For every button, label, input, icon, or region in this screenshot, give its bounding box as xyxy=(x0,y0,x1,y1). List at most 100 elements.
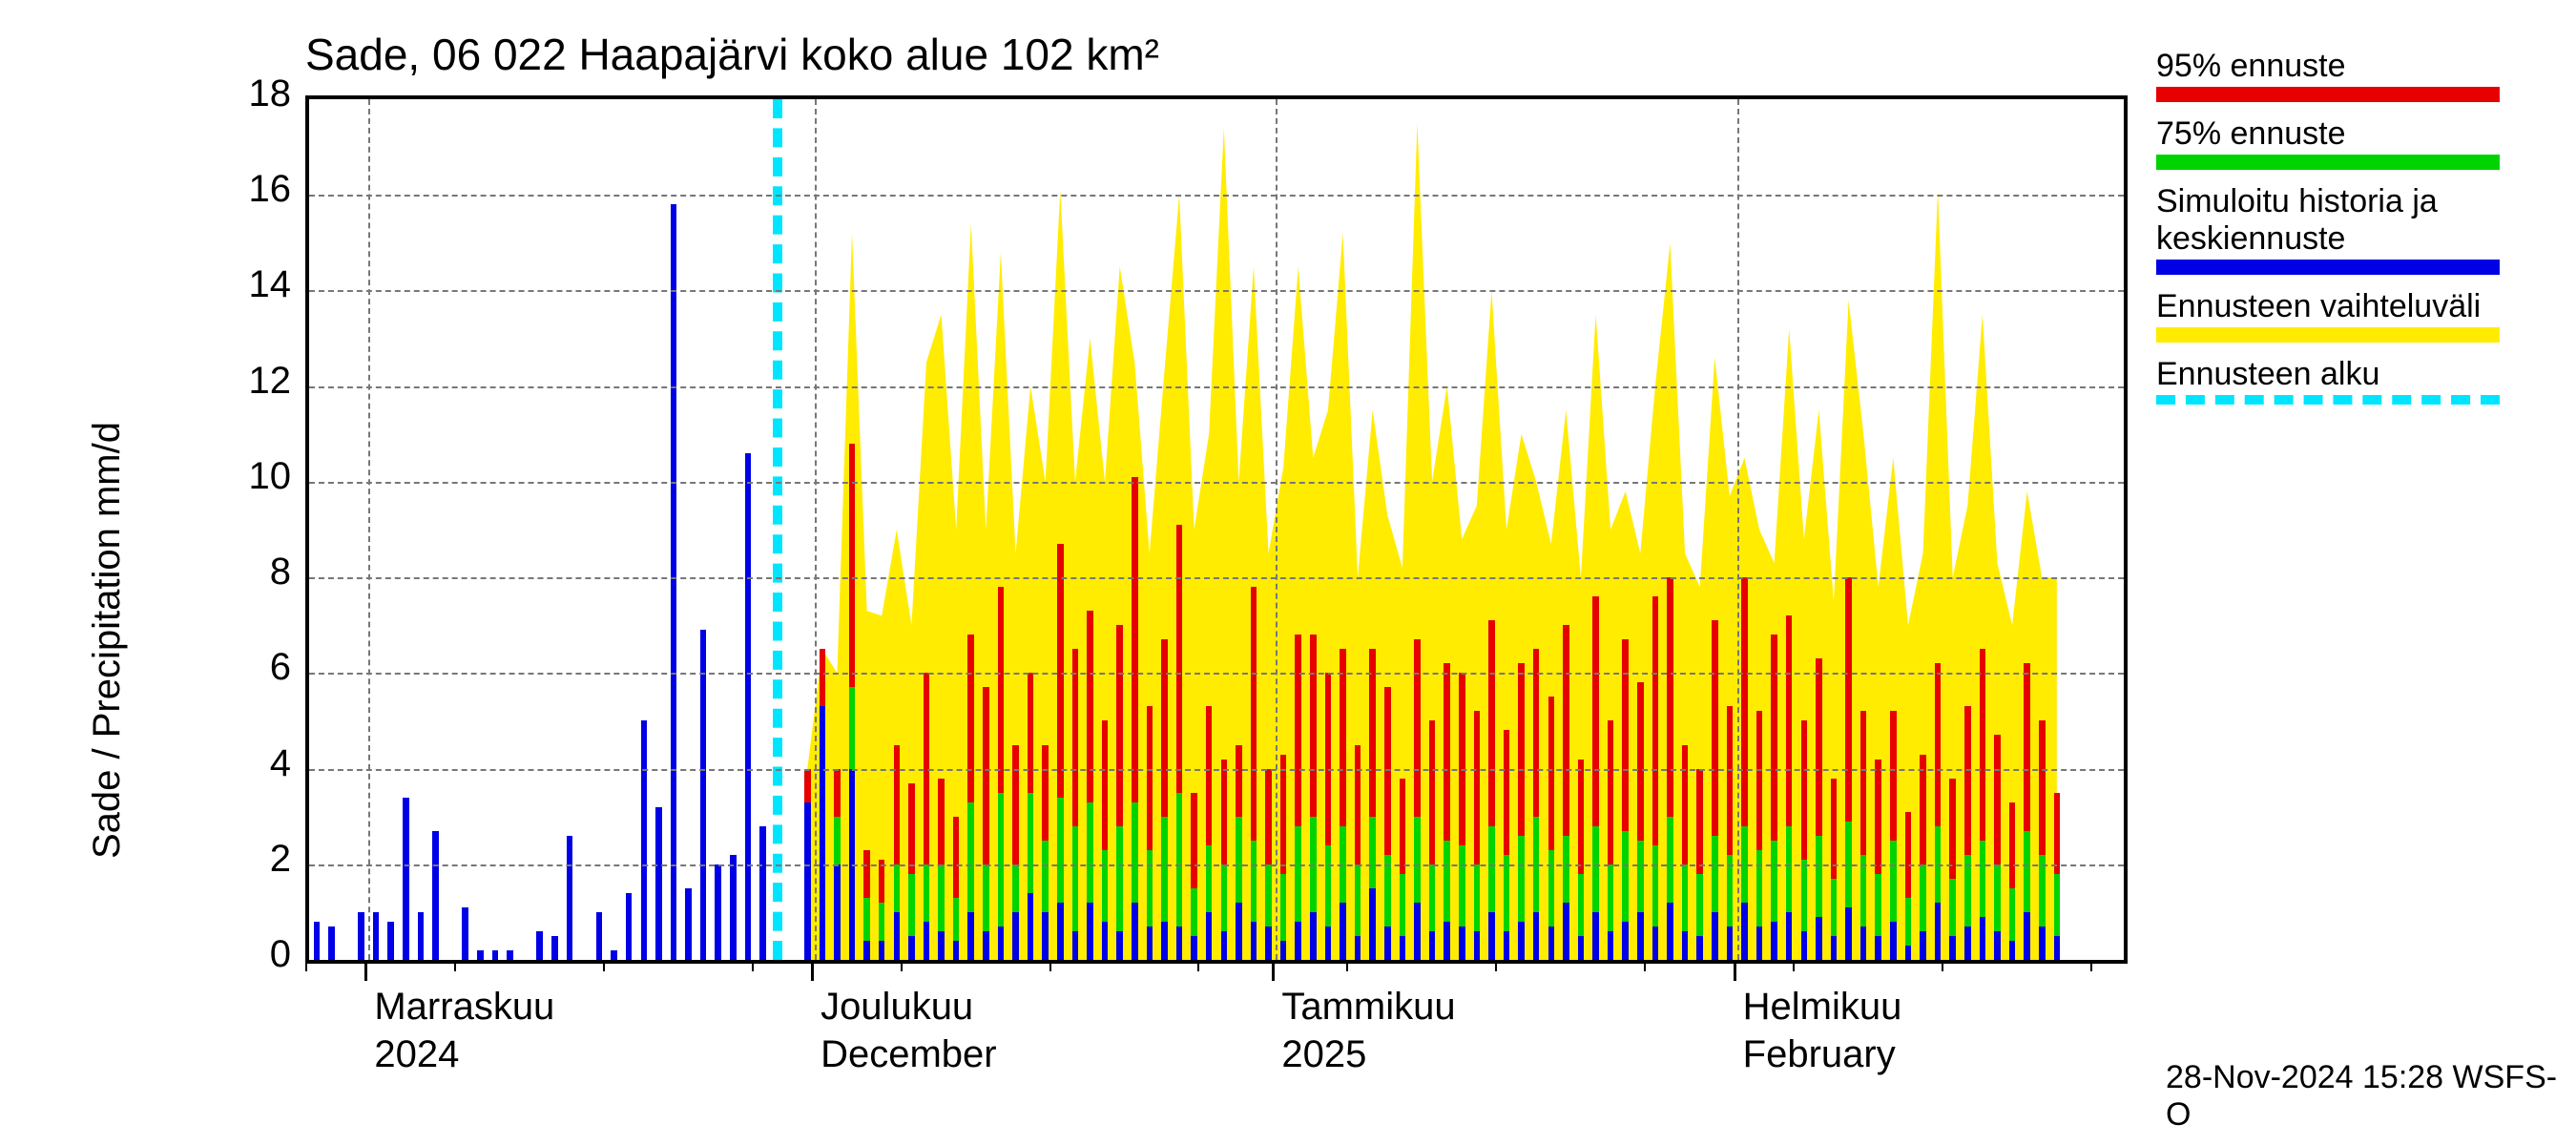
legend-swatch xyxy=(2156,260,2500,275)
bar-day xyxy=(2054,99,2061,960)
bar-segment xyxy=(1221,931,1228,960)
xtick-minor xyxy=(1346,960,1348,971)
xtick-minor xyxy=(752,960,754,971)
legend-item: 75% ennuste xyxy=(2156,115,2557,170)
bar-segment xyxy=(655,807,662,960)
bar-day xyxy=(1042,99,1049,960)
bar-segment xyxy=(1771,922,1777,960)
bar-day xyxy=(1905,99,1912,960)
bar-day xyxy=(685,99,692,960)
bar-segment xyxy=(2054,793,2061,874)
bar-day xyxy=(373,99,380,960)
bar-day xyxy=(1533,99,1540,960)
bar-segment xyxy=(1771,841,1777,922)
bar-segment xyxy=(924,922,930,960)
bar-segment xyxy=(1622,922,1629,960)
bar-segment xyxy=(1488,620,1495,825)
bar-day xyxy=(1325,99,1332,960)
bar-segment xyxy=(1459,926,1465,960)
legend-swatch xyxy=(2156,395,2500,405)
bar-segment xyxy=(1504,730,1510,854)
bar-day xyxy=(1444,99,1450,960)
bar-day xyxy=(1355,99,1361,960)
bar-day xyxy=(1608,99,1614,960)
bar-day xyxy=(314,99,321,960)
bar-segment xyxy=(611,950,617,960)
bar-day xyxy=(462,99,468,960)
bar-segment xyxy=(1786,826,1793,912)
bar-day xyxy=(1028,99,1034,960)
bar-segment xyxy=(1265,864,1272,926)
gridline-h xyxy=(309,195,2124,197)
bar-segment xyxy=(998,926,1005,960)
bar-segment xyxy=(1682,864,1689,931)
bar-day xyxy=(1563,99,1569,960)
bar-day xyxy=(1340,99,1346,960)
bar-segment xyxy=(1280,941,1287,960)
bar-segment xyxy=(1756,926,1763,960)
bar-day xyxy=(953,99,960,960)
bar-segment xyxy=(894,864,901,912)
month-line2: 2025 xyxy=(1281,1033,1366,1075)
bar-segment xyxy=(1786,615,1793,825)
gridline-v xyxy=(815,99,817,960)
bar-segment xyxy=(1116,931,1123,960)
bar-segment xyxy=(1696,874,1703,936)
bar-segment xyxy=(1369,888,1376,960)
bar-segment xyxy=(1325,673,1332,844)
bar-day xyxy=(863,99,870,960)
bar-day xyxy=(1756,99,1763,960)
bar-segment xyxy=(1161,922,1168,960)
bar-segment xyxy=(1310,912,1317,960)
bar-segment xyxy=(967,635,974,802)
bar-segment xyxy=(908,936,915,960)
bar-day xyxy=(626,99,633,960)
bar-segment xyxy=(1236,903,1242,960)
bar-segment xyxy=(1964,926,1971,960)
bar-segment xyxy=(1667,817,1673,903)
bar-day xyxy=(596,99,603,960)
bar-day xyxy=(1310,99,1317,960)
bar-segment xyxy=(1860,926,1867,960)
bar-segment xyxy=(1504,931,1510,960)
bar-segment xyxy=(804,802,811,960)
bar-segment xyxy=(387,922,394,960)
bar-day xyxy=(1920,99,1926,960)
bar-day xyxy=(358,99,364,960)
bar-day xyxy=(1474,99,1481,960)
bar-day xyxy=(1712,99,1718,960)
x-axis-month-label: Marraskuu2024 xyxy=(374,983,554,1078)
xtick-minor xyxy=(1197,960,1199,971)
bar-segment xyxy=(1801,720,1808,859)
bar-segment xyxy=(1251,587,1257,841)
bar-day xyxy=(1682,99,1689,960)
bar-day xyxy=(1518,99,1525,960)
bar-segment xyxy=(1176,525,1183,793)
bar-day xyxy=(403,99,409,960)
bar-day xyxy=(1637,99,1644,960)
bar-segment xyxy=(1905,812,1912,898)
x-axis-month-label: Tammikuu2025 xyxy=(1281,983,1455,1078)
bar-segment xyxy=(1816,917,1822,960)
bar-day xyxy=(1667,99,1673,960)
bar-segment xyxy=(1845,577,1852,822)
bar-segment xyxy=(1057,903,1064,960)
y-axis-label: Sade / Precipitation mm/d xyxy=(86,422,129,859)
ytick-label: 18 xyxy=(239,73,291,115)
bar-segment xyxy=(671,204,677,960)
bar-segment xyxy=(1756,711,1763,849)
bar-segment xyxy=(1667,903,1673,960)
bar-segment xyxy=(879,903,885,941)
bar-segment xyxy=(1474,931,1481,960)
bar-segment xyxy=(626,893,633,960)
bar-segment xyxy=(1251,922,1257,960)
bar-day xyxy=(1504,99,1510,960)
bar-day xyxy=(1578,99,1585,960)
bar-segment xyxy=(1028,793,1034,893)
bar-segment xyxy=(1191,793,1197,888)
xtick-minor xyxy=(1793,960,1795,971)
bar-segment xyxy=(1176,793,1183,926)
bar-segment xyxy=(1444,922,1450,960)
bar-segment xyxy=(834,769,841,817)
bar-day xyxy=(730,99,737,960)
